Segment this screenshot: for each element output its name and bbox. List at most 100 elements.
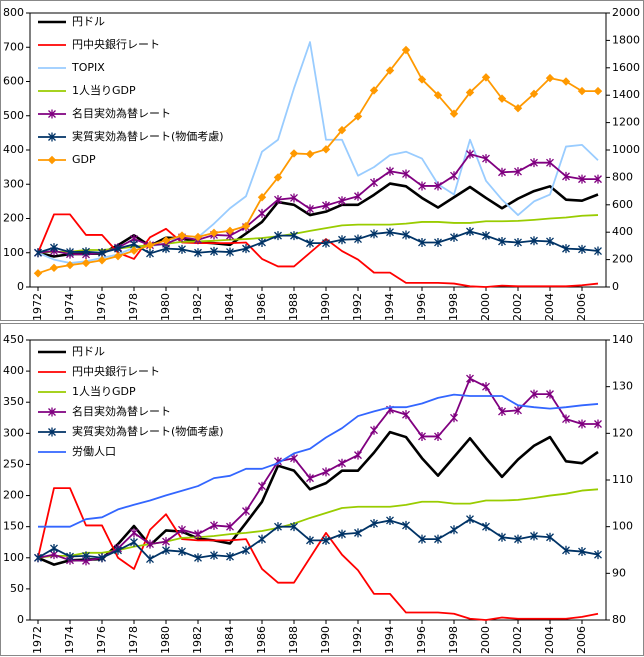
point-marker — [241, 221, 251, 231]
point-marker — [514, 167, 522, 177]
legend-label: 円ドル — [72, 345, 105, 358]
series-line — [37, 230, 599, 255]
point-marker — [194, 248, 202, 258]
point-marker — [306, 535, 314, 545]
point-marker — [482, 154, 490, 164]
point-marker — [562, 545, 570, 555]
x-tick-label: 1990 — [319, 626, 332, 654]
x-tick-label: 1998 — [447, 626, 460, 654]
x-tick-label: 1982 — [191, 293, 204, 321]
x-tick-label: 1994 — [383, 626, 396, 654]
point-marker — [434, 237, 442, 247]
y2-tick-label: 1200 — [612, 116, 640, 129]
x-tick-label: 2006 — [575, 293, 588, 321]
point-marker — [130, 528, 138, 538]
legend-label: 円中央銀行レート — [72, 37, 160, 51]
y2-tick-label: 1800 — [612, 33, 640, 46]
point-marker — [337, 125, 347, 135]
x-tick-label: 1972 — [31, 293, 44, 321]
point-marker — [48, 407, 56, 417]
point-marker — [226, 247, 234, 257]
series-line — [37, 488, 599, 559]
legend-label: 名目実効為替レート — [72, 106, 171, 120]
legend-label: 1人当りGDP — [72, 83, 136, 97]
point-marker — [146, 248, 154, 258]
point-marker — [226, 552, 234, 562]
point-marker — [98, 553, 106, 563]
x-tick-label: 1992 — [351, 626, 364, 654]
legend-label: TOPIX — [71, 61, 105, 74]
x-tick-label: 1996 — [415, 626, 428, 654]
point-marker — [370, 178, 378, 188]
point-marker — [402, 520, 410, 530]
y2-tick-label: 90 — [612, 566, 626, 579]
point-marker — [66, 247, 74, 257]
series-line — [37, 153, 598, 256]
point-marker — [258, 481, 266, 491]
y-tick-label: 700 — [3, 40, 24, 53]
point-marker — [242, 506, 250, 516]
point-marker — [290, 453, 298, 463]
y2-tick-label: 0 — [612, 280, 619, 293]
point-marker — [48, 427, 56, 437]
series-line — [37, 213, 599, 288]
point-marker — [562, 171, 570, 181]
point-marker — [369, 86, 379, 95]
point-marker — [450, 413, 458, 423]
chart-frame — [0, 323, 644, 656]
y-tick-label: 600 — [3, 75, 24, 88]
series-line — [37, 487, 599, 621]
point-marker — [514, 534, 522, 544]
point-marker — [321, 145, 331, 154]
x-tick-label: 2000 — [479, 293, 492, 321]
point-marker — [353, 112, 363, 121]
point-marker — [322, 200, 330, 210]
x-tick-label: 1978 — [127, 293, 140, 321]
y-tick-label: 0 — [17, 613, 24, 626]
x-tick-label: 1980 — [159, 293, 172, 321]
point-marker — [418, 237, 426, 247]
point-marker — [178, 525, 186, 535]
point-marker — [162, 545, 170, 555]
legend-label: 円中央銀行レート — [72, 364, 160, 378]
point-marker — [354, 191, 362, 201]
legend-label: 円ドル — [72, 15, 105, 28]
point-marker — [466, 149, 474, 159]
y2-tick-label: 120 — [612, 426, 633, 439]
point-marker — [594, 550, 602, 560]
point-marker — [306, 204, 314, 214]
point-marker — [418, 181, 426, 191]
y-tick-label: 400 — [3, 143, 24, 156]
x-tick-label: 1976 — [95, 293, 108, 321]
legend-label: 名目実効為替レート — [72, 404, 171, 418]
point-marker — [466, 227, 474, 237]
point-marker — [434, 534, 442, 544]
point-marker — [418, 431, 426, 441]
x-tick-label: 1988 — [287, 293, 300, 321]
point-marker — [562, 414, 570, 424]
point-marker — [498, 167, 506, 177]
y2-tick-label: 110 — [612, 473, 633, 486]
point-marker — [481, 73, 491, 82]
point-marker — [209, 228, 219, 238]
x-tick-label: 1978 — [127, 626, 140, 654]
point-marker — [177, 231, 187, 240]
point-marker — [577, 86, 587, 96]
point-marker — [225, 226, 235, 236]
legend-label: 実質実効為替レート(物価考慮) — [72, 424, 224, 438]
point-marker — [578, 419, 586, 429]
y2-tick-label: 100 — [612, 520, 633, 533]
y2-tick-label: 1000 — [612, 143, 640, 156]
point-marker — [113, 251, 123, 261]
y2-tick-label: 200 — [612, 253, 633, 266]
point-marker — [47, 155, 57, 165]
point-marker — [33, 269, 43, 278]
x-tick-label: 1982 — [191, 626, 204, 654]
point-marker — [338, 235, 346, 245]
y-tick-label: 100 — [3, 246, 24, 259]
point-marker — [210, 246, 218, 256]
point-marker — [498, 236, 506, 246]
point-marker — [529, 89, 539, 99]
point-marker — [482, 382, 490, 392]
x-tick-label: 2004 — [543, 293, 556, 321]
